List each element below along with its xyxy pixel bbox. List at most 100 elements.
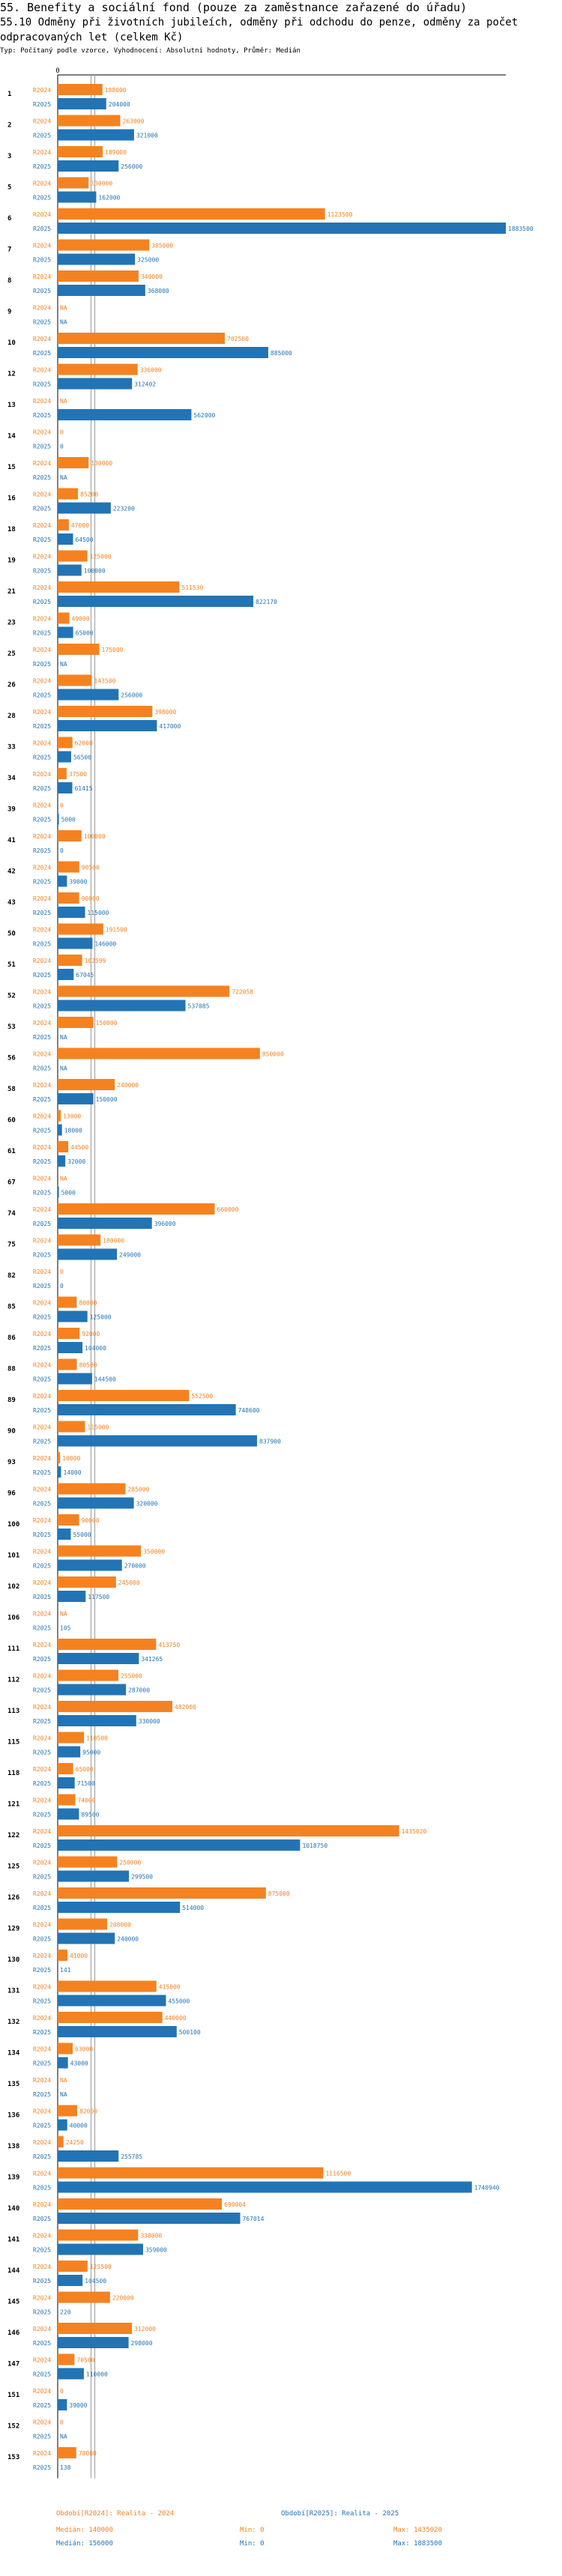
category-label: 115 xyxy=(7,1739,19,1747)
category-label: 90 xyxy=(7,1428,16,1436)
series-label: R2024 xyxy=(33,2201,51,2208)
category-label: 102 xyxy=(7,1583,19,1591)
bar-value-label: 115000 xyxy=(88,1424,109,1431)
bar-value-label: 102599 xyxy=(85,958,106,964)
bar-value-label: 18000 xyxy=(64,1128,82,1134)
series-label: R2024 xyxy=(33,492,51,498)
bar-r2024 xyxy=(58,115,121,127)
bar-r2024 xyxy=(58,1483,126,1495)
bar-r2024 xyxy=(58,457,89,468)
category-label: 5 xyxy=(7,184,11,192)
bar-value-label: NA xyxy=(60,661,67,668)
bar-value-label: 65000 xyxy=(76,630,94,637)
bar-value-label: 150000 xyxy=(96,1020,118,1027)
bar-r2024 xyxy=(58,2323,133,2334)
series-label: R2025 xyxy=(33,1780,51,1787)
series-label: R2024 xyxy=(33,2046,51,2053)
bar-r2025 xyxy=(58,875,67,887)
series-label: R2025 xyxy=(33,2434,51,2440)
bar-value-label: 885000 xyxy=(271,350,292,357)
bar-value-label: 105 xyxy=(60,1625,71,1632)
bar-r2024 xyxy=(58,146,103,157)
series-label: R2025 xyxy=(33,226,51,232)
bar-value-label: 41000 xyxy=(70,1953,88,1959)
bar-r2025 xyxy=(58,937,93,949)
series-label: R2025 xyxy=(33,2185,51,2192)
bar-value-label: 240000 xyxy=(117,1936,139,1943)
bar-value-label: 0 xyxy=(60,847,64,854)
category-label: 138 xyxy=(7,2143,19,2150)
bar-value-label: 0 xyxy=(60,1269,64,1275)
bar-r2025 xyxy=(58,2181,472,2193)
bar-value-label: 150000 xyxy=(96,1096,118,1103)
series-label: R2025 xyxy=(33,1376,51,1383)
series-label: R2024 xyxy=(33,1828,51,1835)
series-label: R2025 xyxy=(33,444,51,450)
bar-value-label: 368000 xyxy=(148,288,169,294)
category-label: 21 xyxy=(7,588,16,596)
bar-value-label: NA xyxy=(60,1065,67,1072)
series-label: R2025 xyxy=(33,1532,51,1538)
bar-value-label: 63000 xyxy=(75,2046,93,2053)
bar-value-label: 104500 xyxy=(85,2278,106,2285)
bar-r2024 xyxy=(58,1669,118,1681)
category-label: 151 xyxy=(7,2392,19,2399)
series-label: R2025 xyxy=(33,1967,51,1974)
bar-value-label: 1123500 xyxy=(327,211,353,218)
bar-r2025 xyxy=(58,223,506,234)
series-label: R2025 xyxy=(33,1687,51,1694)
series-label: R2024 xyxy=(33,709,51,716)
bar-value-label: 822170 xyxy=(256,599,277,605)
series-label: R2025 xyxy=(33,288,51,294)
bar-value-label: 43000 xyxy=(70,2061,88,2067)
bar-value-label: 413750 xyxy=(158,1642,180,1648)
bar-value-label: 287000 xyxy=(128,1687,150,1694)
category-label: 145 xyxy=(7,2299,19,2306)
category-label: 15 xyxy=(7,464,16,471)
legend-median-2025: Medián: 156000 xyxy=(56,2540,113,2548)
bar-r2024 xyxy=(58,1763,73,1774)
series-label: R2025 xyxy=(33,2340,51,2347)
series-label: R2025 xyxy=(33,630,51,637)
series-label: R2025 xyxy=(33,1501,51,1508)
series-label: R2024 xyxy=(33,2233,51,2240)
bar-value-label: 24250 xyxy=(66,2139,84,2146)
category-label: 129 xyxy=(7,1926,19,1933)
series-label: R2025 xyxy=(33,723,51,730)
series-label: R2024 xyxy=(33,1424,51,1431)
bar-r2025 xyxy=(58,1497,134,1509)
bar-r2024 xyxy=(58,488,79,500)
series-label: R2025 xyxy=(33,2216,51,2222)
series-label: R2024 xyxy=(33,1020,51,1027)
bar-value-label: 65000 xyxy=(76,1766,94,1773)
series-label: R2024 xyxy=(33,367,51,374)
bar-value-label: 312402 xyxy=(134,381,156,388)
bar-value-label: NA xyxy=(60,474,67,481)
series-label: R2025 xyxy=(33,1158,51,1165)
series-label: R2024 xyxy=(33,1673,51,1680)
bar-value-label: 104000 xyxy=(85,1345,106,1352)
category-label: 82 xyxy=(7,1272,16,1280)
bar-r2025 xyxy=(58,98,106,109)
bar-value-label: 875000 xyxy=(268,1890,290,1897)
bar-r2024 xyxy=(58,1234,101,1246)
bar-r2025 xyxy=(58,502,111,514)
bar-value-label: 850000 xyxy=(262,1051,284,1058)
bar-value-label: 0 xyxy=(60,802,64,809)
bar-value-label: 5000 xyxy=(61,817,76,823)
bar-value-label: 115000 xyxy=(88,910,109,916)
series-label: R2024 xyxy=(33,336,51,342)
bar-value-label: 359000 xyxy=(145,2247,167,2254)
bar-value-label: 562000 xyxy=(193,412,215,419)
legend-max-2024: Max: 1435020 xyxy=(393,2527,443,2534)
bar-value-label: 67045 xyxy=(76,972,94,979)
bar-value-label: 125000 xyxy=(90,1314,112,1321)
series-label: R2025 xyxy=(33,1314,51,1321)
series-label: R2025 xyxy=(33,1812,51,1818)
series-label: R2024 xyxy=(33,958,51,964)
series-label: R2024 xyxy=(33,181,51,187)
bar-r2025 xyxy=(58,720,157,731)
bar-value-label: 130000 xyxy=(91,460,112,467)
bar-value-label: 660000 xyxy=(217,1206,239,1213)
bar-r2024 xyxy=(58,581,180,593)
